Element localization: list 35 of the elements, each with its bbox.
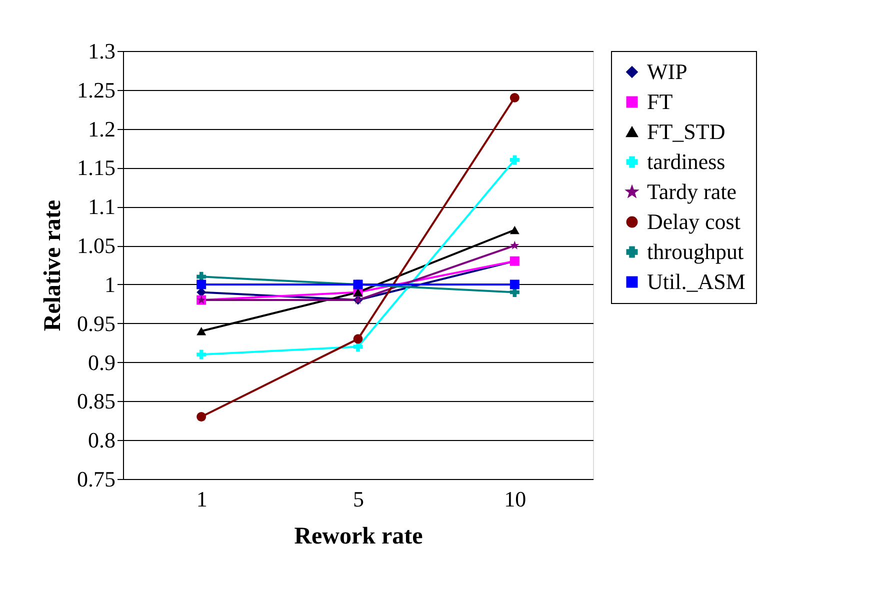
legend-label: throughput: [647, 239, 744, 264]
y-tick-label: 1.25: [77, 77, 116, 102]
point: [196, 280, 206, 290]
y-tick-label: 1.1: [88, 194, 116, 220]
y-tick-label: 1.15: [77, 155, 116, 180]
point: [510, 280, 520, 290]
legend-label: Tardy rate: [647, 179, 736, 204]
x-tick-label: 5: [353, 486, 364, 512]
legend-label: WIP: [647, 59, 688, 84]
x-tick-label: 1: [196, 486, 208, 512]
y-tick-label: 1.05: [77, 233, 116, 258]
point: [353, 334, 363, 344]
y-tick-label: 0.8: [88, 428, 116, 453]
legend-label: tardiness: [647, 149, 726, 174]
point: [196, 327, 206, 336]
y-tick-label: 1.2: [88, 116, 116, 142]
point: [510, 92, 520, 102]
y-axis-title: Relative rate: [40, 200, 66, 332]
x-tick-label: 10: [504, 486, 526, 512]
legend-label: FT: [647, 89, 674, 114]
legend-label: Util._ASM: [647, 269, 746, 294]
legend-label: Delay cost: [647, 209, 740, 234]
point: [196, 350, 206, 360]
y-tick-label: 1.3: [88, 38, 116, 64]
y-tick-label: 0.9: [88, 350, 116, 375]
point: [510, 155, 520, 165]
legend-label: FT_STD: [647, 119, 726, 144]
point: [510, 240, 520, 250]
point: [510, 226, 520, 234]
y-tick-label: 0.75: [77, 466, 116, 492]
point: [196, 412, 206, 422]
y-tick-label: 1: [104, 272, 116, 297]
y-tick-label: 0.95: [77, 310, 116, 336]
x-axis-title: Rework rate: [294, 524, 424, 550]
y-tick-label: 0.85: [77, 388, 116, 414]
